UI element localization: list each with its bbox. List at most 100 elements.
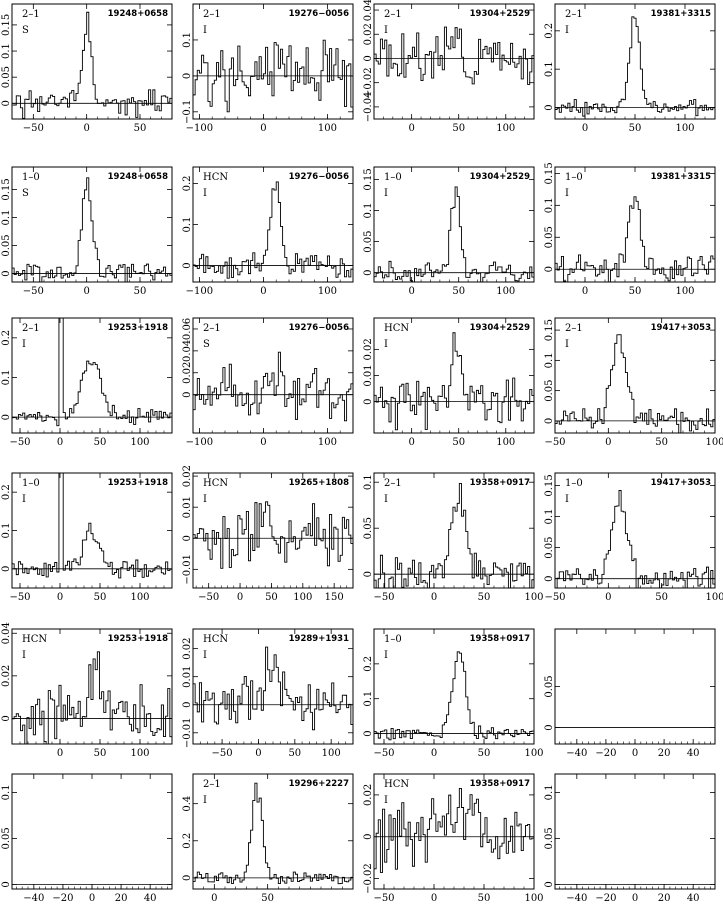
- y-tick-label: 0: [544, 575, 555, 581]
- source-name: 19381+3315: [651, 9, 711, 19]
- y-tick-label: 0.1: [363, 691, 374, 707]
- y-tick-label: 0.01: [363, 364, 374, 386]
- y-tick-label: 0.02: [1, 665, 12, 687]
- flag-label: I: [203, 188, 207, 199]
- flag-label: I: [384, 188, 388, 199]
- y-tick-label: 0.1: [1, 43, 12, 59]
- x-tick-label: 0: [260, 286, 266, 297]
- x-tick-label: 100: [496, 123, 515, 134]
- y-tick-label: 0.1: [182, 217, 193, 233]
- spectrum-histogram: [374, 332, 534, 431]
- y-tick-label: 0.06: [182, 318, 193, 340]
- flag-label: I: [384, 795, 388, 806]
- x-tick-label: 0: [89, 893, 95, 904]
- y-tick-label: 0.05: [544, 827, 555, 849]
- x-tick-label: 50: [629, 123, 642, 134]
- x-tick-label: 100: [130, 592, 149, 603]
- x-tick-label: −100: [186, 286, 213, 297]
- y-tick-label: 0.02: [182, 638, 193, 660]
- y-tick-label: 0: [544, 724, 555, 730]
- x-tick-label: −40: [566, 893, 587, 904]
- spectrum-histogram: [193, 501, 353, 569]
- spectrum-panel: −50 0 50 100 −0.02 0 0.02 HCN I 19358+0917: [363, 773, 544, 904]
- spectrum-histogram: [12, 317, 172, 427]
- transition-label: 1–0: [565, 478, 583, 489]
- x-tick-label: −40: [566, 748, 587, 759]
- x-tick-label: 100: [496, 286, 515, 297]
- x-tick-label: 0: [57, 437, 63, 448]
- x-tick-label: 0: [408, 437, 414, 448]
- flag-label: I: [22, 494, 26, 505]
- panel-frame: [11, 773, 173, 890]
- y-tick-label: 0.05: [363, 517, 374, 539]
- x-tick-label: 100: [130, 437, 149, 448]
- spectrum-panel: −100 0 100 −0.1 0 0.1 2–1 I 19276−0056: [182, 3, 354, 134]
- source-name: 19265+1808: [289, 478, 349, 488]
- y-tick-label: 0.01: [182, 666, 193, 688]
- transition-label: 1–0: [384, 172, 402, 183]
- x-tick-label: −50: [373, 748, 394, 759]
- x-tick-label: 50: [288, 748, 301, 759]
- spectrum-histogram: [374, 483, 534, 589]
- y-tick-label: 0.1: [544, 352, 555, 368]
- x-tick-label: 50: [261, 893, 274, 904]
- spectrum-panel: −40 −20 0 20 40 0 0.05: [544, 628, 716, 759]
- x-tick-label: 100: [318, 286, 337, 297]
- x-tick-label: −50: [9, 437, 30, 448]
- x-tick-label: 50: [655, 437, 668, 448]
- transition-label: HCN: [203, 634, 228, 645]
- y-tick-label: 0.05: [1, 66, 12, 88]
- x-tick-label: 0: [408, 286, 414, 297]
- x-tick-label: −100: [186, 437, 213, 448]
- x-tick-label: 0: [83, 123, 89, 134]
- spectrum-panel: 0 50 100 0 0.05 0.1 0.15 1–0 I 19304+2529: [363, 166, 535, 297]
- spectrum-panel: −50 0 50 0 0.05 0.1 0.15 2–1 S 19248+0658: [1, 3, 173, 134]
- spectrum-histogram: [193, 39, 353, 113]
- y-tick-label: 0.05: [1, 234, 12, 256]
- y-tick-label: 0: [544, 418, 555, 424]
- panel-frame: [554, 773, 716, 890]
- transition-label: HCN: [203, 478, 228, 489]
- transition-label: 2–1: [203, 9, 221, 20]
- x-tick-label: −50: [373, 893, 394, 904]
- transition-label: 2–1: [384, 478, 402, 489]
- y-tick-label: 0.02: [363, 23, 374, 45]
- transition-label: HCN: [384, 779, 409, 790]
- panel-frame: [192, 472, 354, 589]
- panel-frame: [373, 472, 535, 589]
- spectrum-histogram: [374, 186, 534, 283]
- flag-label: I: [384, 650, 388, 661]
- x-tick-label: 50: [478, 893, 491, 904]
- y-tick-label: 0.02: [182, 362, 193, 384]
- y-tick-label: 0.2: [182, 175, 193, 191]
- y-tick-label: 0.02: [182, 465, 193, 487]
- y-tick-label: 0.04: [363, 0, 374, 21]
- spectrum-panel: −50 0 50 100 −0.01 0 0.01 0.02 HCN I 19289+1931: [182, 628, 354, 759]
- x-tick-label: 40: [687, 748, 700, 759]
- spectrum-panel: −40 −20 0 20 40 0 0.05 0.1: [1, 773, 173, 904]
- y-tick-label: 0.15: [544, 319, 555, 341]
- source-name: 19296+2227: [289, 779, 349, 789]
- x-tick-label: 50: [94, 748, 107, 759]
- spectrum-histogram: [12, 11, 172, 119]
- x-tick-label: 100: [322, 748, 341, 759]
- x-tick-label: 50: [452, 286, 465, 297]
- x-tick-label: 0: [255, 748, 261, 759]
- y-tick-label: 0.02: [363, 784, 374, 806]
- transition-label: 1–0: [22, 172, 40, 183]
- x-tick-label: −50: [373, 592, 394, 603]
- panel-frame: [192, 317, 354, 434]
- x-tick-label: −50: [23, 286, 44, 297]
- flag-label: I: [203, 25, 207, 36]
- flag-label: I: [565, 25, 569, 36]
- x-tick-label: 0: [260, 123, 266, 134]
- x-tick-label: 0: [605, 437, 611, 448]
- panel-frame: [554, 166, 716, 283]
- y-tick-label: 0: [182, 535, 193, 541]
- x-tick-label: −40: [23, 893, 44, 904]
- source-name: 19358+0917: [470, 779, 530, 789]
- y-tick-label: 0.1: [544, 784, 555, 800]
- flag-label: I: [22, 650, 26, 661]
- x-tick-label: 20: [115, 893, 128, 904]
- panel-frame: [554, 3, 716, 120]
